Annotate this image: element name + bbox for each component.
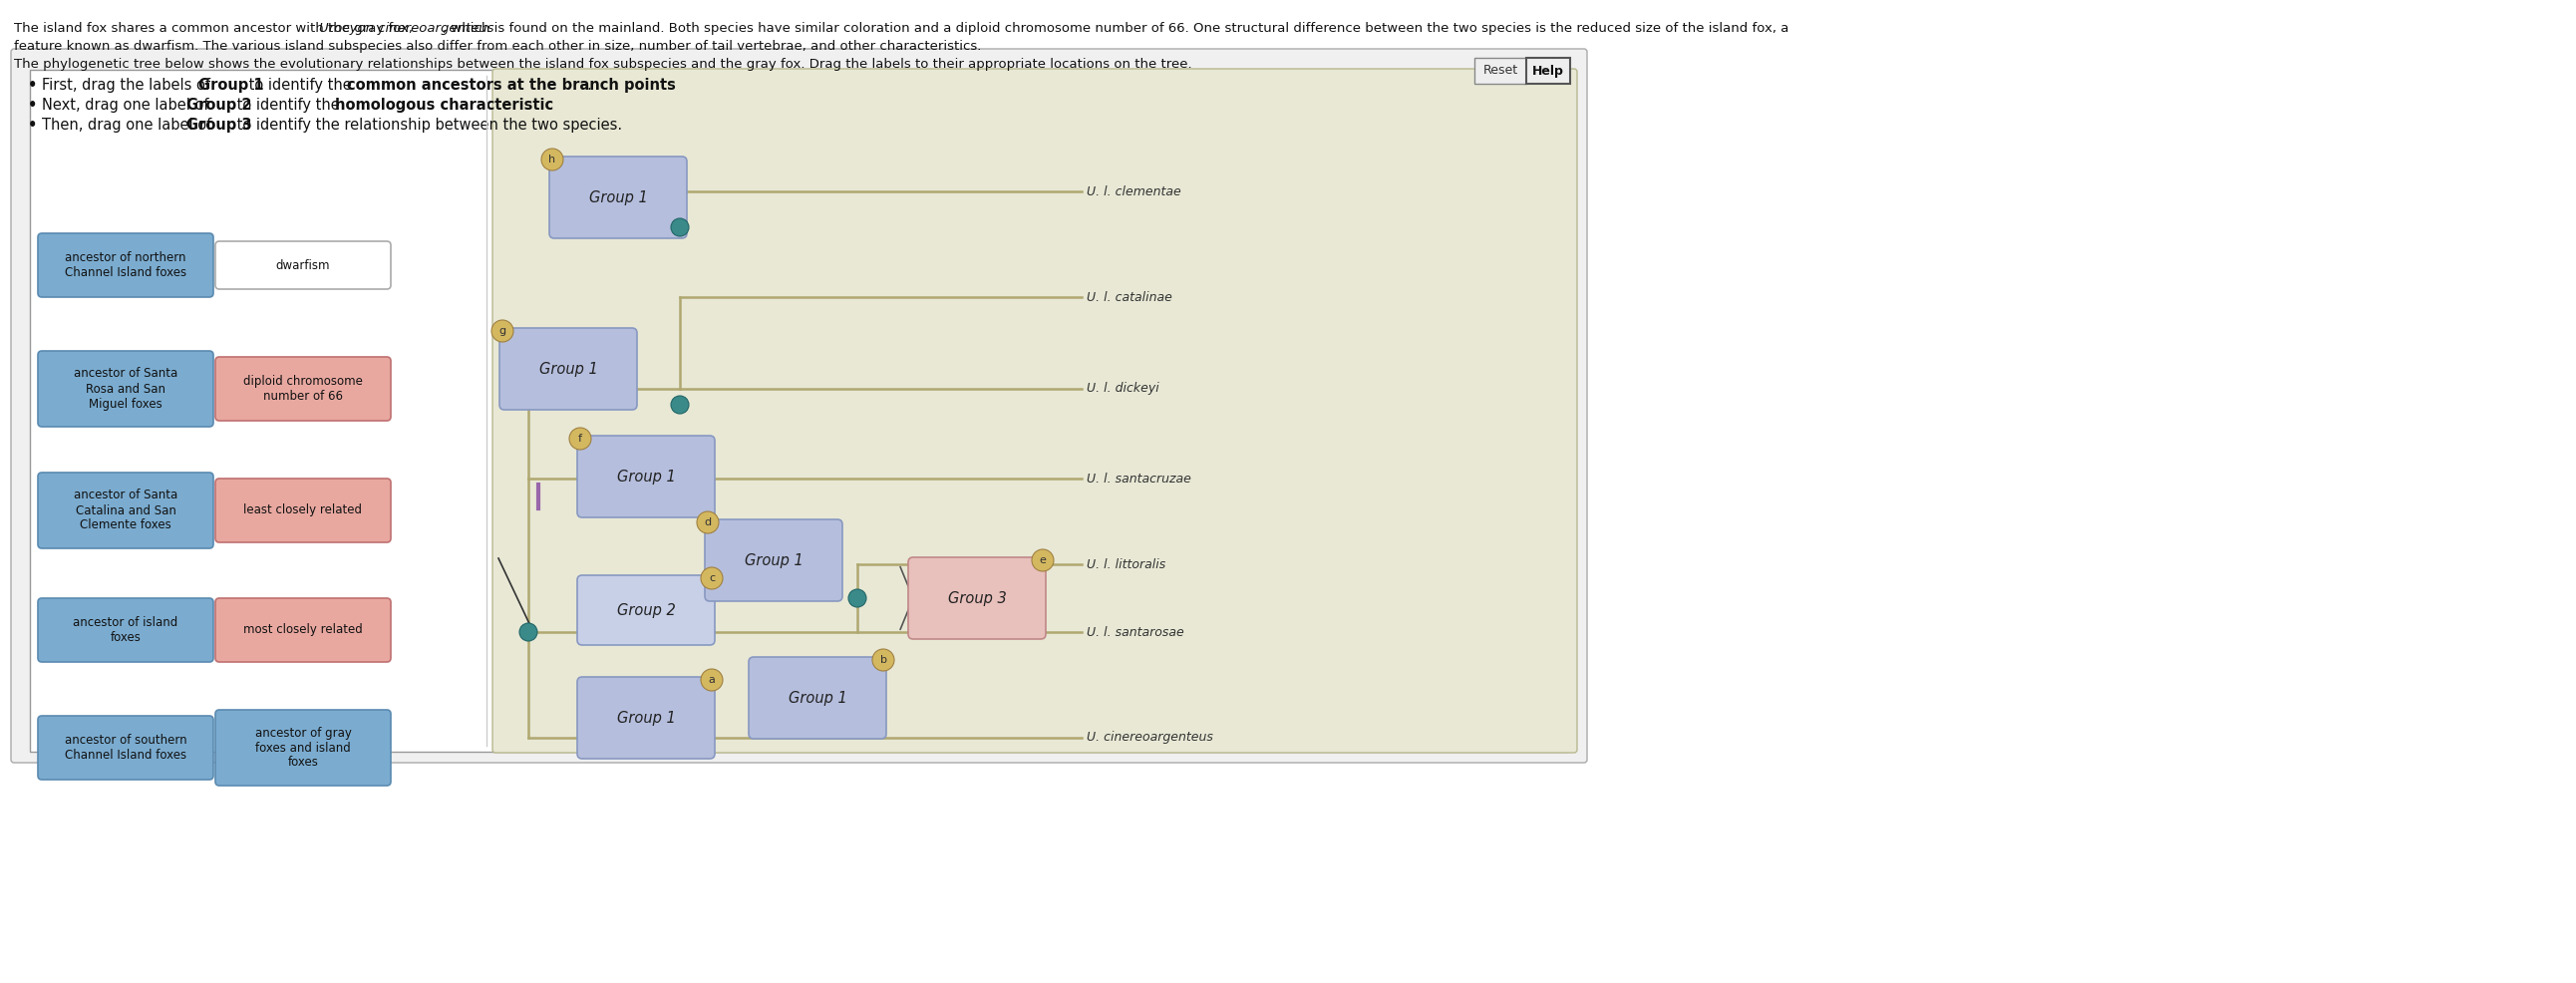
- Text: The phylogenetic tree below shows the evolutionary relationships between the isl: The phylogenetic tree below shows the ev…: [13, 58, 1193, 71]
- Text: •: •: [28, 78, 36, 92]
- Text: ancestor of island
foxes: ancestor of island foxes: [72, 616, 178, 644]
- Text: g: g: [500, 326, 505, 336]
- Text: common ancestors at the branch points: common ancestors at the branch points: [348, 78, 675, 92]
- Text: U. l. littoralis: U. l. littoralis: [1087, 557, 1164, 571]
- FancyBboxPatch shape: [577, 677, 714, 759]
- Text: a: a: [708, 675, 716, 685]
- Circle shape: [698, 511, 719, 534]
- Text: U. l. dickeyi: U. l. dickeyi: [1087, 382, 1159, 395]
- Circle shape: [520, 623, 538, 641]
- Circle shape: [569, 428, 590, 449]
- Circle shape: [848, 589, 866, 607]
- Text: U. l. catalinae: U. l. catalinae: [1087, 291, 1172, 304]
- FancyBboxPatch shape: [750, 657, 886, 739]
- Text: Group 1: Group 1: [788, 690, 848, 706]
- FancyBboxPatch shape: [216, 357, 392, 421]
- Text: ancestor of northern
Channel Island foxes: ancestor of northern Channel Island foxe…: [64, 252, 185, 279]
- FancyBboxPatch shape: [549, 156, 688, 238]
- FancyBboxPatch shape: [39, 351, 214, 427]
- Text: to identify the: to identify the: [245, 78, 355, 92]
- Text: Help: Help: [1533, 64, 1564, 78]
- FancyBboxPatch shape: [216, 710, 392, 785]
- FancyBboxPatch shape: [577, 435, 714, 517]
- FancyBboxPatch shape: [577, 575, 714, 645]
- Text: to identify the relationship between the two species.: to identify the relationship between the…: [232, 118, 621, 133]
- Text: Group 3: Group 3: [948, 591, 1007, 606]
- Text: c: c: [708, 573, 716, 583]
- Text: least closely related: least closely related: [245, 504, 363, 517]
- Text: f: f: [577, 434, 582, 443]
- FancyBboxPatch shape: [39, 716, 214, 780]
- Text: Group 2: Group 2: [185, 97, 252, 113]
- Text: d: d: [703, 517, 711, 528]
- Text: feature known as dwarfism. The various island subspecies also differ from each o: feature known as dwarfism. The various i…: [13, 40, 981, 53]
- FancyBboxPatch shape: [216, 241, 392, 289]
- Text: •: •: [28, 118, 36, 133]
- Text: , which is found on the mainland. Both species have similar coloration and a dip: , which is found on the mainland. Both s…: [443, 22, 1788, 34]
- Text: Urocyon cinereoargenteus: Urocyon cinereoargenteus: [319, 22, 495, 34]
- Text: dwarfism: dwarfism: [276, 259, 330, 271]
- Text: h: h: [549, 154, 556, 164]
- Circle shape: [1033, 549, 1054, 571]
- Text: First, drag the labels of: First, drag the labels of: [41, 78, 214, 92]
- FancyBboxPatch shape: [492, 69, 1577, 753]
- Text: The island fox shares a common ancestor with the gray fox,: The island fox shares a common ancestor …: [13, 22, 417, 34]
- Text: Group 1: Group 1: [616, 711, 675, 725]
- FancyBboxPatch shape: [39, 599, 214, 662]
- Text: ancestor of Santa
Rosa and San
Miguel foxes: ancestor of Santa Rosa and San Miguel fo…: [75, 368, 178, 410]
- Text: Next, drag one label of: Next, drag one label of: [41, 97, 214, 113]
- FancyBboxPatch shape: [706, 519, 842, 602]
- Text: Then, drag one label of: Then, drag one label of: [41, 118, 216, 133]
- FancyBboxPatch shape: [1525, 58, 1571, 84]
- Text: Group 1: Group 1: [616, 469, 675, 484]
- Text: diploid chromosome
number of 66: diploid chromosome number of 66: [242, 375, 363, 403]
- FancyBboxPatch shape: [216, 599, 392, 662]
- FancyBboxPatch shape: [10, 49, 1587, 763]
- Text: U. l. clementae: U. l. clementae: [1087, 185, 1180, 198]
- Text: homologous characteristic: homologous characteristic: [335, 97, 554, 113]
- FancyBboxPatch shape: [909, 557, 1046, 639]
- Text: Group 1: Group 1: [590, 190, 647, 204]
- Text: .: .: [497, 97, 502, 113]
- FancyBboxPatch shape: [216, 479, 392, 543]
- Text: •: •: [28, 97, 36, 113]
- Text: most closely related: most closely related: [242, 623, 363, 637]
- Circle shape: [701, 567, 724, 589]
- Circle shape: [670, 396, 688, 414]
- Text: ancestor of Santa
Catalina and San
Clemente foxes: ancestor of Santa Catalina and San Cleme…: [75, 489, 178, 532]
- FancyBboxPatch shape: [1473, 58, 1525, 84]
- FancyBboxPatch shape: [39, 233, 214, 297]
- Text: to identify the: to identify the: [232, 97, 345, 113]
- Text: Group 3: Group 3: [185, 118, 252, 133]
- FancyBboxPatch shape: [500, 328, 636, 410]
- Text: ancestor of gray
foxes and island
foxes: ancestor of gray foxes and island foxes: [255, 726, 350, 769]
- Text: .: .: [587, 78, 590, 92]
- FancyBboxPatch shape: [39, 473, 214, 549]
- Text: b: b: [881, 655, 886, 665]
- FancyBboxPatch shape: [31, 70, 1569, 752]
- Circle shape: [701, 669, 724, 691]
- Circle shape: [541, 148, 564, 170]
- Text: U. l. santarosae: U. l. santarosae: [1087, 625, 1185, 639]
- Circle shape: [873, 649, 894, 671]
- Text: U. cinereoargenteus: U. cinereoargenteus: [1087, 731, 1213, 744]
- Text: Reset: Reset: [1484, 64, 1517, 78]
- Text: e: e: [1038, 555, 1046, 565]
- Circle shape: [670, 218, 688, 236]
- Text: Group 1: Group 1: [744, 552, 804, 568]
- Text: Group 2: Group 2: [616, 603, 675, 617]
- Text: Group 1: Group 1: [538, 362, 598, 376]
- Text: Group 1: Group 1: [198, 78, 265, 92]
- Text: ancestor of southern
Channel Island foxes: ancestor of southern Channel Island foxe…: [64, 733, 185, 762]
- Text: U. l. santacruzae: U. l. santacruzae: [1087, 472, 1190, 485]
- Circle shape: [492, 320, 513, 342]
